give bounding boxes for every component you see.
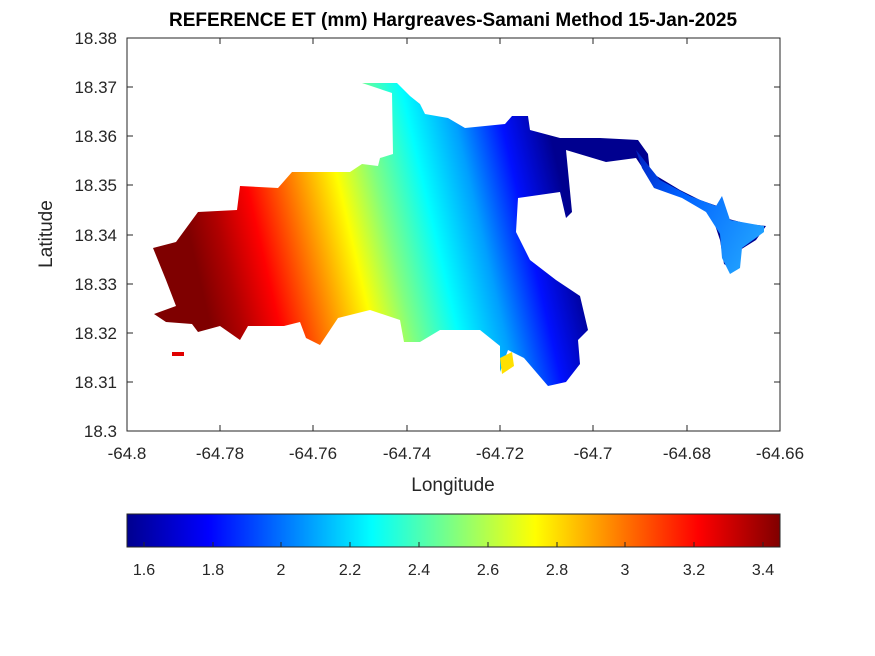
y-tick-label: 18.32: [74, 324, 117, 343]
island-main: [153, 83, 766, 386]
x-tick-label: -64.78: [196, 444, 244, 463]
y-axis-label: Latitude: [36, 200, 57, 268]
x-tick-label: -64.68: [663, 444, 711, 463]
x-tick-label: -64.66: [756, 444, 804, 463]
x-tick-label: -64.72: [476, 444, 524, 463]
colorbar-tick-label: 3.4: [752, 562, 774, 579]
colorbar-tick-label: 1.6: [133, 562, 155, 579]
y-tick-label: 18.33: [74, 275, 117, 294]
colorbar-tick-label: 2: [277, 562, 286, 579]
colorbar-tick-label: 3.2: [683, 562, 705, 579]
et-contour-map: [153, 83, 766, 386]
chart-title: REFERENCE ET (mm) Hargreaves-Samani Meth…: [169, 10, 737, 31]
islet-west: [172, 352, 184, 356]
x-axis-label: Longitude: [411, 475, 494, 496]
x-tick-label: -64.74: [383, 444, 431, 463]
x-tick-label: -64.7: [574, 444, 613, 463]
colorbar-tick-label: 2.4: [408, 562, 430, 579]
y-tick-label: 18.38: [74, 29, 117, 48]
island-east-arm: [636, 150, 764, 274]
islet-south: [500, 352, 514, 374]
x-tick-label: -64.76: [289, 444, 337, 463]
colorbar-gradient: [126, 513, 781, 548]
y-tick-label: 18.31: [74, 373, 117, 392]
y-tick-label: 18.3: [84, 422, 117, 441]
y-tick-label: 18.35: [74, 176, 117, 195]
colorbar-tick-label: 2.2: [339, 562, 361, 579]
colorbar-tick-label: 1.8: [202, 562, 224, 579]
colorbar-tick-label: 2.6: [477, 562, 499, 579]
x-axis: -64.8 -64.78 -64.76 -64.74 -64.72 -64.7 …: [108, 38, 804, 496]
y-tick-label: 18.36: [74, 127, 117, 146]
colorbar: 1.6 1.8 2 2.2 2.4 2.6 2.8 3 3.2 3.4: [126, 513, 781, 579]
colorbar-tick-label: 2.8: [546, 562, 568, 579]
colorbar-tick-label: 3: [621, 562, 630, 579]
x-tick-label: -64.8: [108, 444, 147, 463]
y-tick-label: 18.37: [74, 78, 117, 97]
y-axis: 18.3 18.31 18.32 18.33 18.34 18.35 18.36…: [36, 29, 780, 441]
y-tick-label: 18.34: [74, 226, 117, 245]
